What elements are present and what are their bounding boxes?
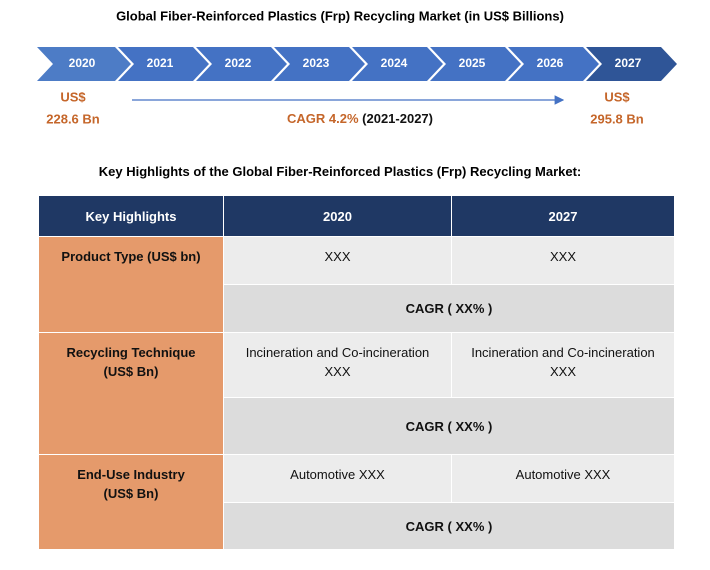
header-text: 2027	[548, 208, 578, 224]
table-title: Key Highlights of the Global Fiber-Reinf…	[98, 164, 582, 179]
header-cell: 2027	[452, 196, 675, 237]
cagr-cell-text: CAGR ( XX% )	[405, 518, 493, 534]
year-label: 2026	[537, 56, 564, 70]
value-cell: Incineration and Co-incineration XXX	[452, 333, 675, 398]
header-cell: Key Highlights	[39, 196, 224, 237]
market-currency: US$	[604, 89, 630, 104]
value-text: Automotive XXX	[515, 467, 611, 482]
value-cell: Automotive XXX	[452, 455, 675, 503]
value-cell: Automotive XXX	[224, 455, 452, 503]
year-chevron	[274, 47, 365, 81]
year-label: 2025	[459, 56, 486, 70]
row-label-text: Recycling Technique	[66, 345, 196, 360]
value-text: Incineration and Co-incineration	[245, 345, 430, 360]
value-text: XXX	[324, 249, 351, 264]
value-cell: XXX	[452, 237, 675, 285]
year-chevron	[430, 47, 521, 81]
year-chevron	[118, 47, 209, 81]
row-label: End-Use Industry (US$ Bn)	[39, 455, 224, 550]
cagr-part: CAGR 4.2%	[287, 111, 359, 126]
value-text: XXX	[549, 249, 576, 264]
header-text: 2020	[323, 208, 352, 224]
market-currency: US$	[60, 89, 86, 104]
year-label: 2023	[303, 56, 330, 70]
cagr-cell-text: CAGR ( XX% )	[405, 418, 493, 434]
row-label-text: End-Use Industry	[77, 467, 185, 482]
value-text: XXX	[549, 364, 576, 379]
value-text: XXX	[324, 364, 351, 379]
value-cell: Incineration and Co-incineration XXX	[224, 333, 452, 398]
year-chevron	[37, 47, 131, 81]
year-label: 2027	[615, 56, 642, 70]
value-text: Automotive XXX	[290, 467, 385, 482]
year-chevron	[196, 47, 287, 81]
row-label-text: Product Type (US$ bn)	[61, 249, 201, 264]
market-value: 295.8 Bn	[590, 111, 644, 126]
year-label: 2021	[147, 56, 174, 70]
cagr-cell: CAGR ( XX% )	[224, 398, 675, 455]
value-cell: XXX	[224, 237, 452, 285]
year-chevron	[352, 47, 443, 81]
year-chevron	[508, 47, 599, 81]
year-chevron	[586, 47, 677, 81]
cagr-text: CAGR 4.2% (2021-2027)	[287, 111, 433, 126]
timeline: Global Fiber-Reinforced Plastics (Frp) R…	[37, 8, 677, 126]
header-text: Key Highlights	[85, 208, 177, 224]
row-label: Product Type (US$ bn)	[39, 237, 224, 333]
value-text: Incineration and Co-incineration	[471, 345, 655, 360]
title: Global Fiber-Reinforced Plastics (Frp) R…	[116, 8, 564, 23]
cagr-part: (2021-2027)	[362, 111, 433, 126]
row-label-text: (US$ Bn)	[103, 486, 159, 501]
year-label: 2020	[69, 56, 96, 70]
year-label: 2024	[381, 56, 408, 70]
cagr-cell: CAGR ( XX% )	[224, 285, 675, 333]
cagr-cell: CAGR ( XX% )	[224, 503, 675, 550]
market-value: 228.6 Bn	[46, 111, 100, 126]
year-label: 2022	[225, 56, 252, 70]
cagr-cell-text: CAGR ( XX% )	[405, 301, 493, 316]
row-label: Recycling Technique (US$ Bn)	[39, 333, 224, 455]
row-label-text: (US$ Bn)	[103, 364, 159, 379]
header-cell: 2020	[224, 196, 452, 237]
